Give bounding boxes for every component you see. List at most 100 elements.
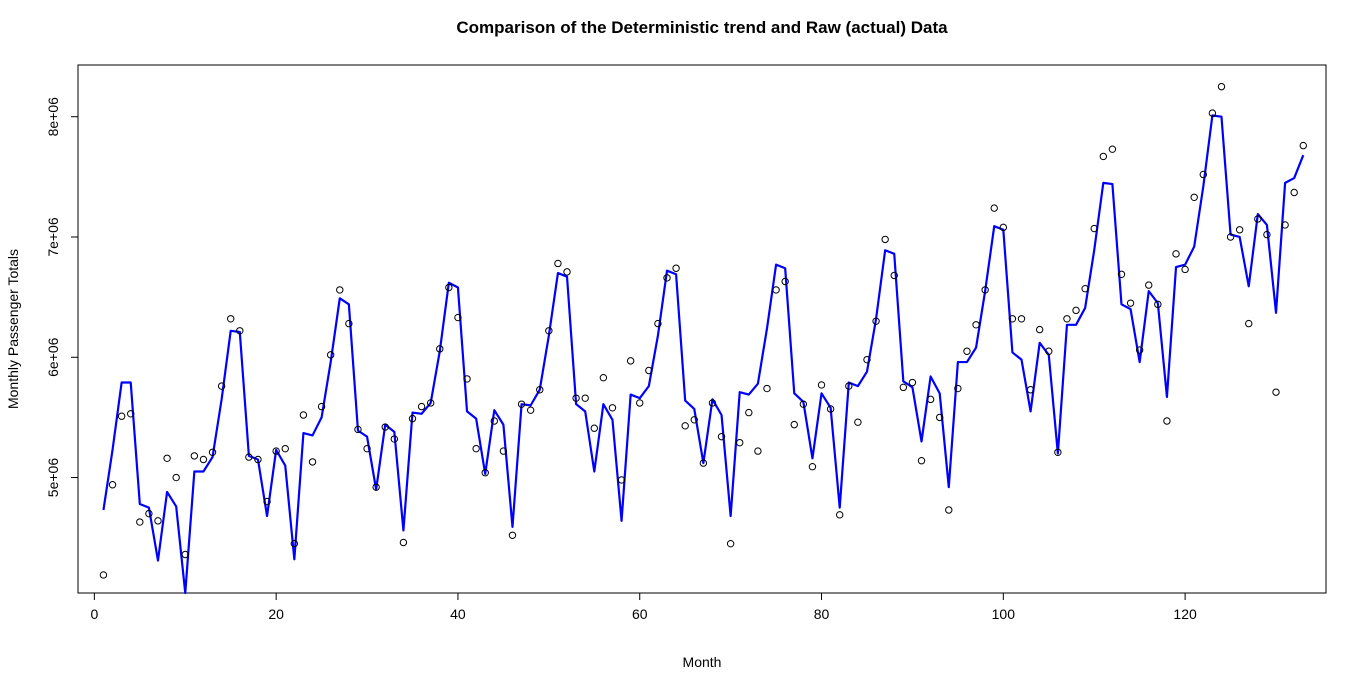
raw-data-point: [381, 423, 389, 431]
raw-data-point: [926, 395, 935, 404]
raw-data-point: [781, 277, 789, 286]
raw-data-point: [1172, 250, 1180, 258]
raw-data-point: [136, 518, 144, 526]
x-tick-label: 100: [992, 606, 1016, 622]
raw-data-point: [935, 413, 944, 422]
raw-data-point: [881, 235, 889, 244]
raw-data-point: [1217, 82, 1226, 91]
raw-data-point: [772, 286, 780, 294]
raw-data-point: [481, 469, 489, 477]
raw-data-point: [908, 378, 917, 387]
raw-data-point: [717, 432, 726, 441]
x-axis-label: Month: [683, 654, 722, 670]
raw-data-point: [1235, 226, 1244, 234]
raw-data-point: [617, 476, 626, 484]
raw-data-point: [499, 447, 508, 455]
raw-data-point: [99, 571, 108, 579]
raw-data-point: [545, 327, 553, 335]
raw-data-point: [626, 357, 635, 365]
raw-data-point: [863, 355, 871, 364]
raw-data-point: [890, 271, 898, 280]
raw-data-point: [854, 418, 862, 426]
raw-data-point: [399, 538, 408, 547]
raw-data-point: [426, 399, 435, 407]
raw-data-point: [1181, 265, 1189, 274]
raw-data-point: [572, 394, 580, 402]
y-tick-label: 8e+06: [45, 97, 61, 137]
raw-data-point: [745, 408, 753, 417]
raw-data-point: [599, 374, 608, 382]
raw-data-point: [1154, 300, 1162, 309]
raw-data-point: [217, 382, 226, 390]
raw-data-point: [690, 416, 698, 424]
raw-data-point: [872, 317, 880, 325]
raw-data-point: [390, 435, 399, 443]
raw-data-point: [672, 264, 680, 272]
raw-data-point: [1072, 306, 1080, 315]
raw-data-point: [963, 347, 971, 355]
raw-data-point: [1090, 224, 1098, 233]
raw-data-point: [836, 511, 844, 519]
raw-data-point: [1135, 346, 1144, 354]
raw-data-point: [581, 394, 589, 402]
raw-data-point: [345, 319, 353, 328]
raw-data-point: [1117, 270, 1126, 278]
raw-data-point: [436, 345, 444, 353]
raw-data-point: [1254, 215, 1262, 223]
raw-data-point: [817, 381, 826, 389]
raw-data-point: [181, 550, 189, 559]
raw-data-point: [1290, 188, 1298, 197]
raw-data-point: [608, 404, 617, 412]
raw-data-point: [1054, 448, 1062, 456]
raw-data-point: [1081, 285, 1089, 293]
trend-line: [102, 114, 1305, 595]
raw-data-point: [454, 313, 462, 322]
raw-data-point: [417, 402, 426, 411]
raw-data-point: [308, 458, 317, 466]
raw-data-point: [736, 438, 744, 447]
raw-data-point: [517, 400, 526, 408]
raw-data-point: [1099, 152, 1108, 161]
raw-data-point: [1163, 417, 1171, 425]
raw-data-point: [1017, 315, 1026, 323]
raw-data-point: [726, 539, 735, 548]
y-tick-label: 6e+06: [45, 337, 61, 377]
raw-data-point: [326, 351, 335, 359]
raw-data-point: [981, 286, 989, 294]
raw-data-point: [754, 447, 762, 455]
raw-data-point: [372, 483, 380, 491]
raw-data-point: [172, 473, 180, 482]
raw-data-point: [1035, 325, 1044, 334]
raw-data-point: [127, 410, 135, 418]
y-tick-label: 7e+06: [45, 217, 61, 257]
raw-data-point: [490, 417, 498, 425]
raw-data-point: [536, 386, 544, 394]
raw-data-point: [245, 453, 253, 461]
x-tick-label: 60: [632, 606, 648, 622]
raw-data-point: [1026, 386, 1035, 394]
x-tick-label: 120: [1173, 606, 1197, 622]
x-tick-label: 0: [90, 606, 98, 622]
raw-data-point: [1045, 347, 1053, 355]
raw-data-point: [154, 517, 162, 525]
chart-title: Comparison of the Deterministic trend an…: [456, 18, 948, 37]
raw-data-point: [590, 424, 598, 432]
raw-data-point: [1145, 281, 1153, 289]
raw-data-point: [645, 366, 653, 375]
raw-data-point: [254, 455, 262, 464]
raw-data-point: [917, 457, 926, 465]
raw-data-point: [299, 411, 308, 419]
raw-data-point: [108, 481, 117, 489]
plot-area: [99, 82, 1307, 595]
x-tick-label: 20: [268, 606, 284, 622]
x-axis: 0 20 40 60 80 100 120: [90, 592, 1197, 622]
raw-data-point: [199, 455, 208, 464]
raw-data-point: [1126, 299, 1135, 307]
raw-data-point: [163, 454, 171, 462]
raw-data-point: [236, 327, 244, 335]
raw-data-point: [799, 400, 808, 408]
raw-data-point: [954, 384, 962, 393]
raw-data-point: [117, 412, 126, 420]
raw-data-point: [336, 286, 344, 294]
y-axis-label: Monthly Passenger Totals: [5, 249, 21, 409]
